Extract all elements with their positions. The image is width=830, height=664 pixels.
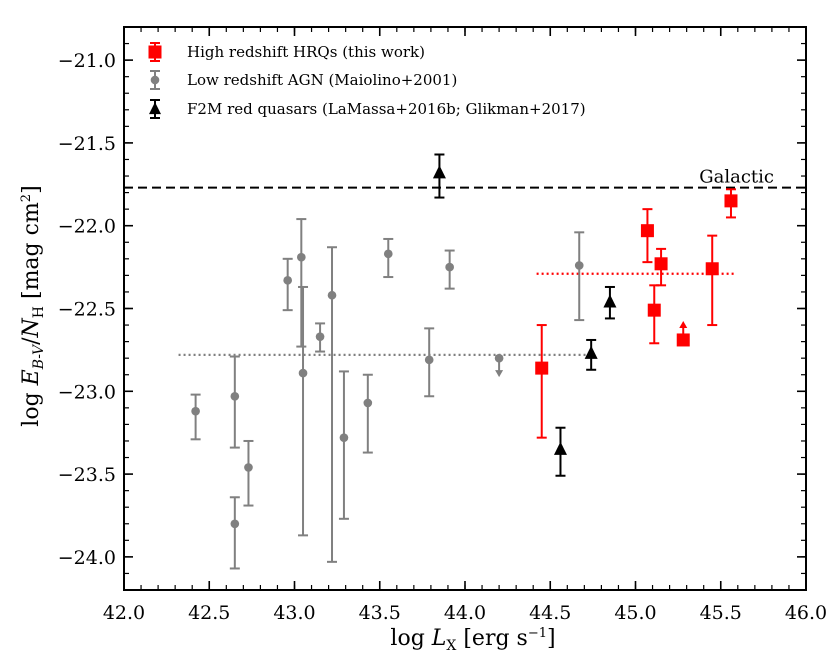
hrq-marker: [724, 194, 738, 208]
agn-point: [424, 327, 435, 398]
data-points: [190, 153, 738, 570]
x-tick-label: 45.0: [614, 602, 656, 624]
y-axis-label: log EB-V/NH [mag cm2]: [19, 185, 47, 426]
agn-marker: [297, 252, 306, 262]
agn-point: [298, 285, 309, 537]
f2m-marker: [603, 294, 617, 308]
legend-marker: [149, 102, 161, 115]
hrq-marker: [535, 361, 549, 375]
f2m-point: [584, 338, 598, 371]
hrq-marker: [640, 224, 654, 238]
f2m-marker: [584, 345, 598, 359]
agn-marker: [574, 261, 584, 270]
x-tick-label: 43.5: [359, 602, 401, 624]
hrq-point: [676, 320, 690, 347]
agn-marker: [363, 398, 373, 408]
agn-point: [243, 439, 254, 507]
agn-point: [229, 355, 240, 449]
agn-marker: [424, 355, 434, 365]
agn-marker: [315, 332, 325, 341]
y-tick-label: −23.5: [58, 464, 116, 486]
agn-point: [190, 393, 201, 441]
f2m-marker: [553, 441, 567, 455]
legend-label: F2M red quasars (LaMassa+2016b; Glikman+…: [187, 100, 586, 118]
agn-point: [574, 231, 585, 322]
x-tick-label: 46.0: [785, 602, 827, 624]
legend-entry-agn: Low redshift AGN (Maiolino+2001): [150, 70, 457, 90]
agn-point: [494, 353, 504, 378]
x-tick-label: 44.0: [444, 602, 486, 624]
hrq-marker: [647, 303, 661, 317]
agn-marker: [494, 353, 504, 363]
mean-lines: [178, 272, 735, 356]
hrq-marker: [676, 333, 690, 347]
x-axis-label: log LX [erg s−1]: [390, 626, 555, 654]
legend: High redshift HRQs (this work) Low redshi…: [148, 42, 586, 119]
agn-point: [229, 496, 240, 570]
legend-entry-hrq: High redshift HRQs (this work): [148, 42, 425, 62]
hrq-point: [724, 188, 738, 219]
galactic-label: Galactic: [699, 167, 774, 188]
hrq-marker: [654, 257, 668, 271]
agn-point: [383, 237, 394, 279]
legend-label: High redshift HRQs (this work): [187, 43, 425, 61]
agn-point: [282, 257, 293, 312]
agn-point: [338, 370, 349, 520]
x-tick-label: 42.5: [188, 602, 230, 624]
hrq-marker: [705, 262, 719, 276]
x-tick-label: 43.0: [273, 602, 315, 624]
y-tick-label: −23.0: [58, 381, 116, 403]
y-tick-label: −22.5: [58, 299, 116, 321]
hrq-point: [647, 284, 661, 345]
agn-marker: [191, 406, 200, 416]
legend-marker: [150, 75, 160, 85]
agn-marker: [383, 249, 393, 259]
y-tick-label: −21.0: [58, 50, 116, 72]
x-tick-label: 42.0: [103, 602, 145, 624]
f2m-point: [553, 426, 567, 477]
hrq-lower-limit-arrow-head: [679, 320, 688, 328]
agn-upper-limit-arrow-head: [495, 370, 504, 378]
y-tick-label: −21.5: [58, 133, 116, 155]
galactic-layer: Galactic: [124, 167, 806, 189]
hrq-point: [654, 247, 668, 287]
agn-point: [444, 249, 455, 290]
hrq-point: [640, 208, 654, 264]
agn-marker: [244, 463, 253, 472]
agn-marker: [445, 262, 454, 272]
legend-entry-f2m: F2M red quasars (LaMassa+2016b; Glikman+…: [149, 99, 586, 119]
axes: 42.0 42.5 43.0 43.5 44.0 44.5 45.0 45.5 46.0 −21.…: [58, 26, 827, 624]
x-tick-label: 45.5: [700, 602, 742, 624]
hrq-point: [535, 324, 549, 439]
agn-point: [327, 246, 338, 563]
y-tick-label: −24.0: [58, 547, 116, 569]
hrq-point: [705, 234, 719, 327]
agn-point: [362, 373, 373, 454]
agn-marker: [230, 391, 240, 401]
agn-marker: [339, 433, 349, 442]
x-tick-label: 44.5: [529, 602, 571, 624]
f2m-marker: [432, 165, 446, 179]
f2m-point: [603, 285, 617, 320]
legend-marker: [148, 45, 162, 59]
agn-marker: [298, 368, 308, 378]
agn-marker: [283, 276, 292, 285]
legend-label: Low redshift AGN (Maiolino+2001): [187, 71, 457, 89]
f2m-point: [432, 153, 446, 199]
agn-point: [296, 218, 307, 348]
agn-marker: [327, 290, 337, 300]
y-tick-label: −22.0: [58, 216, 116, 238]
agn-marker: [230, 519, 240, 529]
agn-point: [315, 322, 326, 353]
